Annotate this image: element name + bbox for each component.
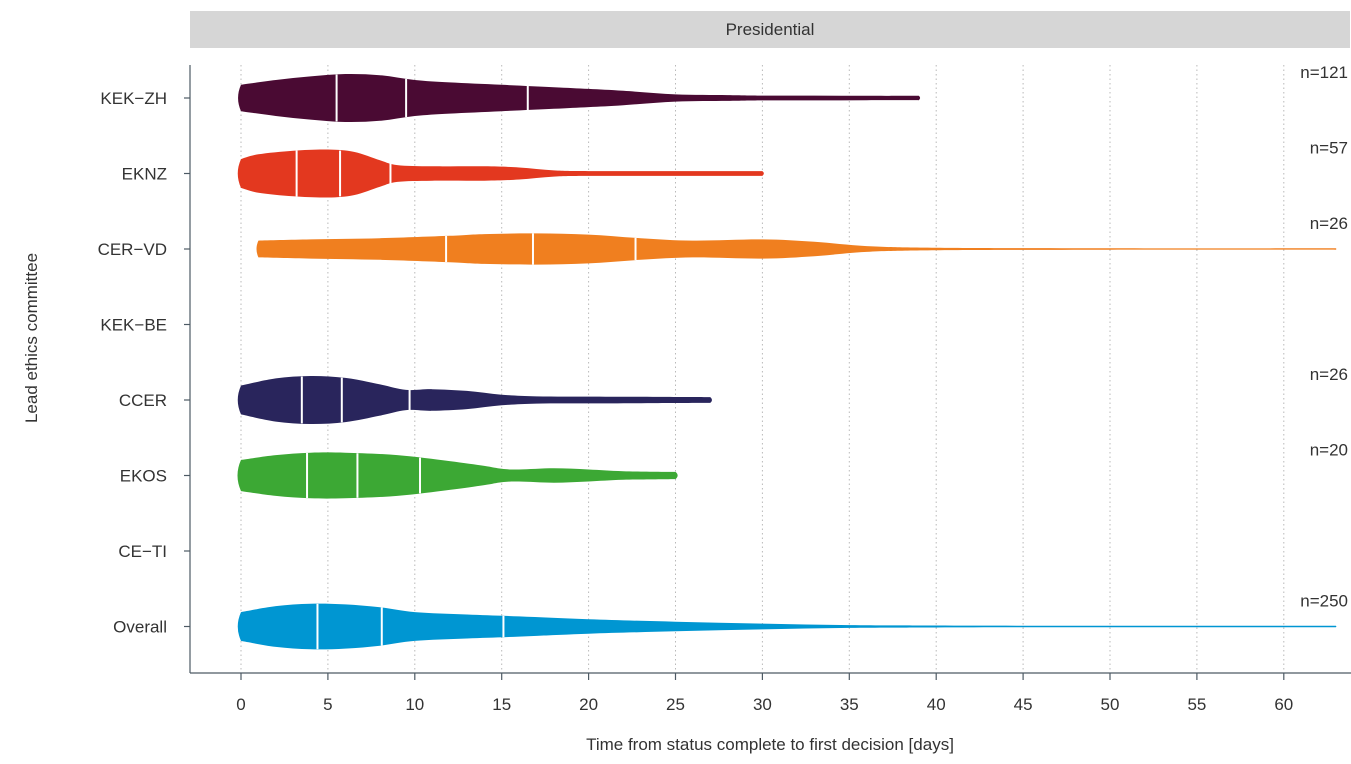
violins <box>237 73 1337 650</box>
category-label: EKNZ <box>122 165 167 184</box>
x-tick-label: 35 <box>840 695 859 714</box>
x-tick-label: 15 <box>492 695 511 714</box>
labels: KEK−ZH EKNZ CER−VD KEK−BE CCER EKOS CE−TI Overa… <box>98 63 1348 637</box>
sample-size-label: n=121 <box>1300 63 1348 82</box>
violin-shape <box>237 375 712 425</box>
x-tick-label: 5 <box>323 695 332 714</box>
category-label: KEK−ZH <box>100 89 167 108</box>
x-tick-label: 20 <box>579 695 598 714</box>
sample-size-label: n=250 <box>1300 592 1348 611</box>
x-tick-label: 25 <box>666 695 685 714</box>
sample-size-label: n=20 <box>1310 441 1348 460</box>
sample-size-label: n=26 <box>1310 214 1348 233</box>
category-label: KEK−BE <box>100 316 167 335</box>
x-tick-label: 10 <box>405 695 424 714</box>
violin-shape <box>237 149 764 198</box>
category-label: CE−TI <box>118 542 167 561</box>
category-label: CER−VD <box>98 240 167 259</box>
x-tick-label: 50 <box>1101 695 1120 714</box>
x-axis-title: Time from status complete to first decis… <box>586 735 954 754</box>
x-tick-label: 40 <box>927 695 946 714</box>
x-tick-label: 55 <box>1187 695 1206 714</box>
violin-shape <box>238 73 921 123</box>
violin-shape <box>256 233 1337 265</box>
category-label: EKOS <box>120 467 167 486</box>
category-label: CCER <box>119 391 167 410</box>
grid-lines <box>240 65 1285 673</box>
x-tick-label: 30 <box>753 695 772 714</box>
x-tick-label: 45 <box>1014 695 1033 714</box>
x-tick-label: 0 <box>236 695 245 714</box>
panel-strip-title: Presidential <box>726 20 815 39</box>
x-ticks: 0 5 10 15 20 25 30 35 40 45 50 55 60 <box>184 97 1293 714</box>
sample-size-label: n=57 <box>1310 139 1348 158</box>
violin-shape <box>237 603 1337 650</box>
category-label: Overall <box>113 618 167 637</box>
sample-size-label: n=26 <box>1310 365 1348 384</box>
y-axis-title: Lead ethics committee <box>22 253 41 423</box>
violin-shape <box>237 452 678 499</box>
panel-strip <box>190 11 1350 48</box>
x-tick-label: 60 <box>1274 695 1293 714</box>
